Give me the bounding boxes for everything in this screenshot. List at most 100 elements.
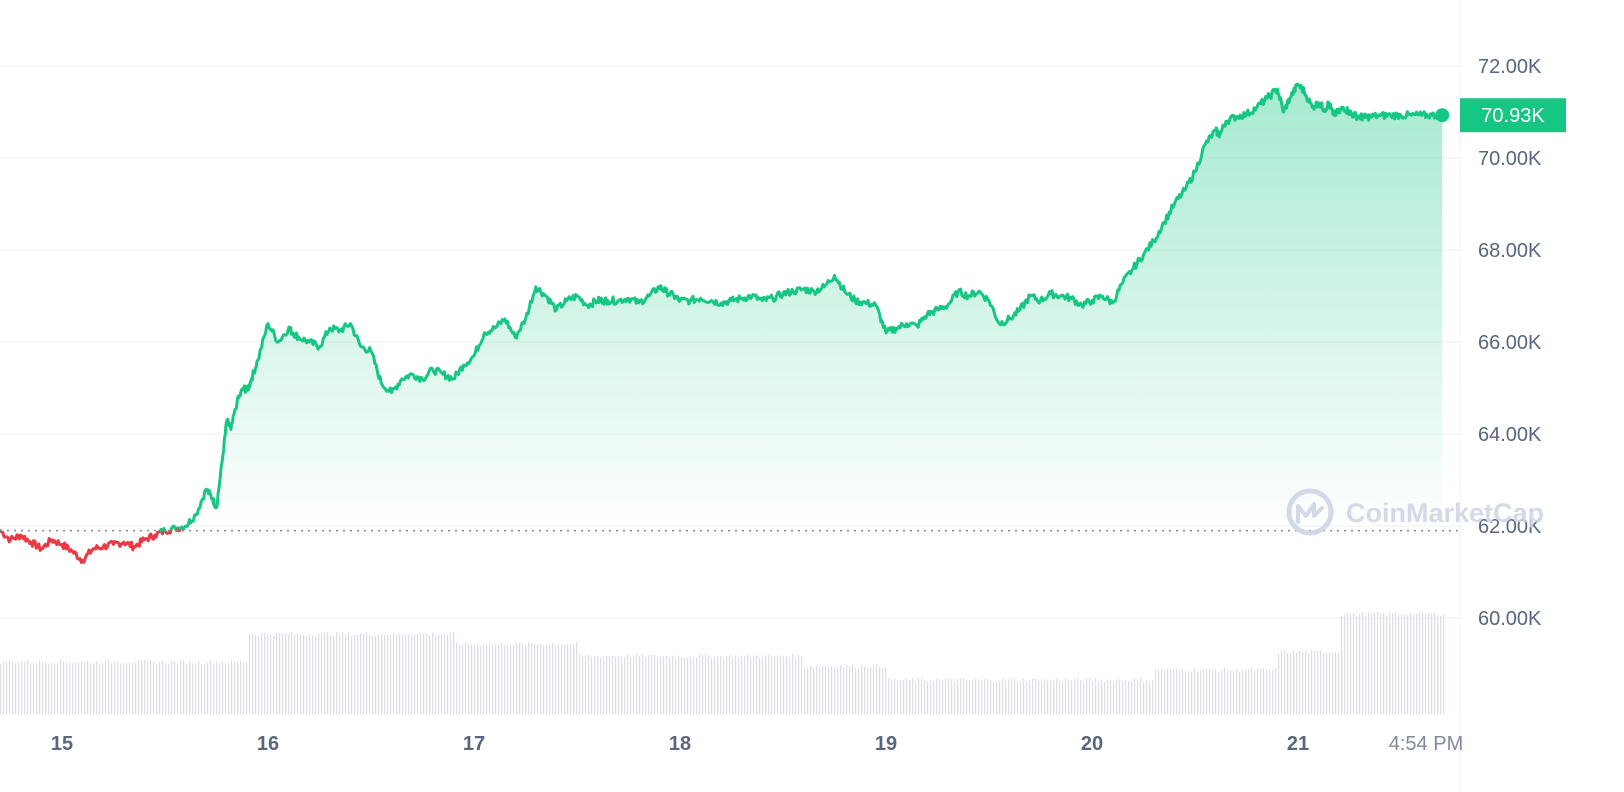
volume-bar <box>1242 670 1244 714</box>
volume-bar <box>639 656 641 714</box>
volume-bar <box>444 634 446 714</box>
volume-bar <box>1311 650 1313 714</box>
volume-bar <box>516 642 518 714</box>
volume-bar <box>465 642 467 714</box>
volume-bar <box>759 657 761 714</box>
volume-bar <box>843 667 845 714</box>
volume-bar <box>219 663 221 714</box>
volume-bar <box>99 663 101 714</box>
volume-bar <box>783 656 785 714</box>
volume-bar <box>1407 615 1409 714</box>
price-area <box>0 84 1443 531</box>
volume-bar <box>267 634 269 714</box>
volume-bar <box>420 633 422 714</box>
volume-bar <box>1068 679 1070 714</box>
volume-bar <box>306 635 308 714</box>
volume-bar <box>828 666 830 714</box>
volume-bar <box>9 660 11 714</box>
volume-bar <box>609 656 611 714</box>
volume-bar <box>1443 614 1445 714</box>
volume-bar <box>960 678 962 714</box>
volume-bar <box>897 680 899 714</box>
volume-bar <box>279 633 281 714</box>
volume-bar <box>1101 679 1103 714</box>
volume-bar <box>45 662 47 714</box>
volume-bar <box>204 663 206 714</box>
volume-bar <box>150 660 152 714</box>
volume-bar <box>336 632 338 714</box>
volume-bar <box>1278 653 1280 714</box>
volume-bar <box>1341 615 1343 714</box>
volume-bar <box>351 635 353 714</box>
volume-bar <box>180 660 182 714</box>
volume-bar <box>930 680 932 714</box>
volume-bar <box>402 634 404 714</box>
volume-bar <box>1218 671 1220 714</box>
volume-bar <box>957 679 959 714</box>
volume-bar <box>141 660 143 714</box>
volume-bar <box>684 657 686 714</box>
volume-bar <box>492 644 494 714</box>
volume-bar <box>216 661 218 714</box>
volume-bar <box>1158 670 1160 714</box>
volume-bar <box>423 633 425 714</box>
volume-bar <box>1290 653 1292 714</box>
volume-bar <box>126 663 128 714</box>
volume-bar <box>1344 615 1346 714</box>
volume-bar <box>1227 671 1229 714</box>
volume-bar <box>399 633 401 714</box>
current-price: 70.93K <box>1435 98 1566 133</box>
volume-bar <box>426 633 428 714</box>
volume-bar <box>12 661 14 714</box>
volume-bar <box>1125 680 1127 714</box>
volume-bar <box>432 632 434 714</box>
volume-bar <box>525 645 527 714</box>
volume-bar <box>66 662 68 714</box>
volume-bar <box>858 667 860 714</box>
volume-bar <box>339 634 341 714</box>
volume-bar <box>189 660 191 714</box>
volume-bar <box>18 662 20 714</box>
volume-bar <box>225 662 227 714</box>
volume-bar <box>750 657 752 714</box>
volume-bar <box>735 655 737 714</box>
volume-bar <box>369 634 371 714</box>
volume-bar <box>867 667 869 714</box>
volume-bar <box>1161 669 1163 714</box>
volume-bar <box>558 644 560 714</box>
volume-bar <box>168 663 170 714</box>
volume-bar <box>411 635 413 714</box>
volume-bar <box>573 644 575 714</box>
volume-bar <box>108 660 110 714</box>
volume-bar <box>816 665 818 714</box>
volume-bar <box>756 655 758 714</box>
volume-bar <box>447 634 449 714</box>
volume-bar <box>1029 680 1031 714</box>
volume-bar <box>405 635 407 714</box>
volume-bar <box>42 662 44 714</box>
volume-bar <box>1365 615 1367 714</box>
volume-bar <box>522 642 524 714</box>
x-tick-label: 15 <box>51 733 73 755</box>
volume-bar <box>1014 678 1016 714</box>
volume-bar <box>291 632 293 714</box>
volume-bar <box>1035 678 1037 714</box>
volume-bar <box>318 634 320 714</box>
volume-bar <box>171 660 173 714</box>
volume-bar <box>471 644 473 714</box>
volume-bar <box>576 642 578 714</box>
volume-bar <box>408 634 410 714</box>
volume-bar <box>1275 668 1277 714</box>
volume-bar <box>1167 668 1169 714</box>
volume-bar <box>645 657 647 714</box>
volume-bar <box>726 655 728 714</box>
price-area-fill <box>0 84 1443 531</box>
volume-bar <box>906 678 908 714</box>
volume-bar <box>231 660 233 714</box>
volume-bar <box>1269 670 1271 714</box>
volume-bar <box>54 663 56 714</box>
volume-bar <box>1176 668 1178 714</box>
volume-bar <box>927 681 929 714</box>
volume-bar <box>936 679 938 714</box>
volume-bar <box>915 681 917 714</box>
